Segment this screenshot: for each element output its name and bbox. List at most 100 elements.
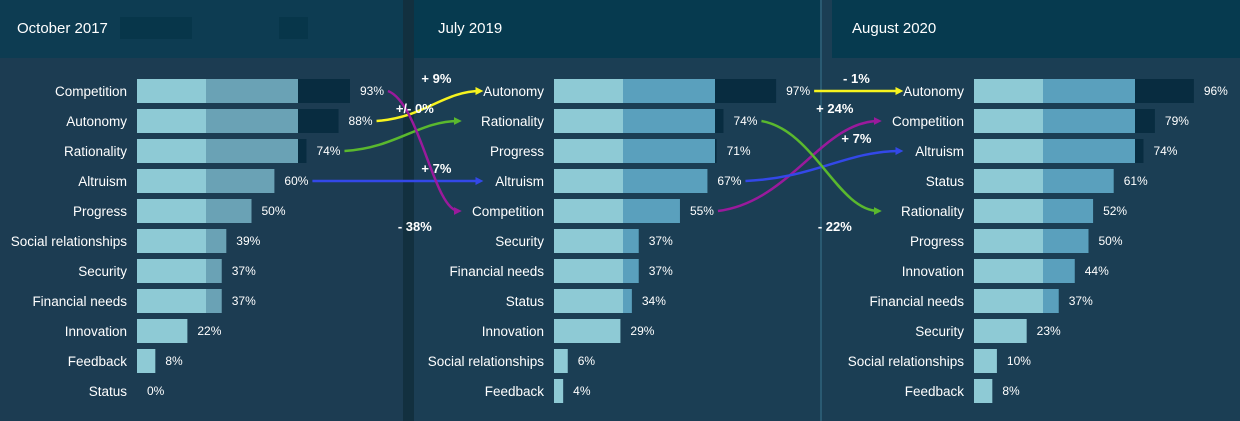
bar-autonomy (974, 79, 1194, 103)
bar-segment-2 (1043, 259, 1075, 283)
bar-segment-1 (974, 139, 1043, 163)
bar-altruism (554, 169, 708, 193)
category-label: Financial needs (869, 294, 964, 309)
category-label: Status (89, 384, 128, 399)
bar-segment-2 (1043, 199, 1094, 223)
bar-segment-3 (1135, 139, 1144, 163)
transition-arrow (745, 147, 904, 183)
panel-title: August 2020 (852, 20, 936, 37)
panel-title: July 2019 (438, 20, 502, 37)
bar-progress (974, 229, 1089, 253)
divider-2 (820, 0, 822, 421)
category-label: Social relationships (428, 354, 545, 369)
bar-segment-1 (554, 319, 621, 343)
transition-arrow (761, 119, 882, 215)
value-label: 6% (578, 354, 596, 368)
bar-segment-2 (623, 229, 639, 253)
category-label: Progress (910, 234, 964, 249)
panel-1-header (0, 0, 403, 58)
bar-segment-1 (137, 289, 206, 313)
bar-segment-1 (974, 199, 1043, 223)
category-label: Financial needs (449, 264, 544, 279)
value-label: 50% (262, 204, 286, 218)
value-label: 22% (197, 324, 221, 338)
category-label: Social relationships (848, 354, 965, 369)
change-label: - 22% (818, 219, 852, 234)
bar-segment-1 (974, 349, 997, 373)
category-label: Innovation (482, 324, 544, 339)
bar-segment-2 (1043, 289, 1059, 313)
bar-segment-1 (137, 109, 206, 133)
bar-segment-1 (137, 259, 206, 283)
category-label: Altruism (495, 174, 544, 189)
transition-arrow (387, 89, 462, 215)
bar-segment-2 (206, 199, 252, 223)
panel-3-header (832, 0, 1240, 58)
bar-segment-2 (206, 139, 298, 163)
panel-2-header (414, 0, 820, 58)
value-label: 44% (1085, 264, 1109, 278)
category-label: Security (78, 264, 127, 279)
bar-segment-1 (554, 169, 623, 193)
bar-segment-1 (974, 319, 1027, 343)
value-label: 60% (284, 174, 308, 188)
category-label: Competition (55, 84, 127, 99)
transition-arrow (344, 117, 462, 153)
bar-segment-1 (974, 169, 1043, 193)
bar-segment-3 (298, 139, 307, 163)
change-label: +/- 0% (396, 101, 434, 116)
header-box-a (120, 17, 192, 39)
header-box-b (279, 17, 308, 39)
bar-progress (137, 199, 252, 223)
bar-social-relationships (137, 229, 227, 253)
value-label: 97% (786, 84, 810, 98)
value-label: 23% (1037, 324, 1061, 338)
value-label: 50% (1099, 234, 1123, 248)
bar-segment-1 (137, 169, 206, 193)
bar-segment-1 (137, 79, 206, 103)
value-label: 39% (236, 234, 260, 248)
value-label: 96% (1204, 84, 1228, 98)
bar-segment-1 (554, 139, 623, 163)
bar-segment-2 (1043, 139, 1135, 163)
category-label: Rationality (481, 114, 544, 129)
value-label: 93% (360, 84, 384, 98)
category-label: Security (495, 234, 544, 249)
change-label: + 9% (421, 71, 451, 86)
bar-segment-1 (554, 229, 623, 253)
bar-status (974, 169, 1114, 193)
value-label: 74% (1153, 144, 1177, 158)
bar-segment-1 (554, 349, 568, 373)
bar-segment-3 (298, 109, 339, 133)
bar-financial-needs (974, 289, 1059, 313)
bar-segment-1 (974, 289, 1043, 313)
category-label: Status (926, 174, 965, 189)
bar-segment-1 (137, 229, 206, 253)
bar-security (554, 229, 639, 253)
category-label: Feedback (905, 384, 965, 399)
value-label: 37% (649, 234, 673, 248)
category-label: Rationality (64, 144, 127, 159)
value-label: 4% (573, 384, 591, 398)
bar-feedback (554, 379, 564, 403)
bar-status (554, 289, 632, 313)
arrows-layer (312, 87, 904, 215)
value-label: 37% (232, 264, 256, 278)
category-label: Feedback (68, 354, 128, 369)
bar-segment-2 (1043, 229, 1089, 253)
bar-competition (554, 199, 680, 223)
value-label: 55% (690, 204, 714, 218)
change-label: - 38% (398, 219, 432, 234)
bar-segment-1 (974, 109, 1043, 133)
bar-innovation (974, 259, 1075, 283)
value-label: 10% (1007, 354, 1031, 368)
bar-segment-1 (554, 289, 623, 313)
category-label: Autonomy (903, 84, 964, 99)
bar-competition (974, 109, 1155, 133)
bar-segment-2 (206, 229, 227, 253)
bar-innovation (554, 319, 621, 343)
bar-segment-3 (1135, 109, 1155, 133)
bar-segment-1 (554, 259, 623, 283)
bar-segment-2 (623, 289, 632, 313)
